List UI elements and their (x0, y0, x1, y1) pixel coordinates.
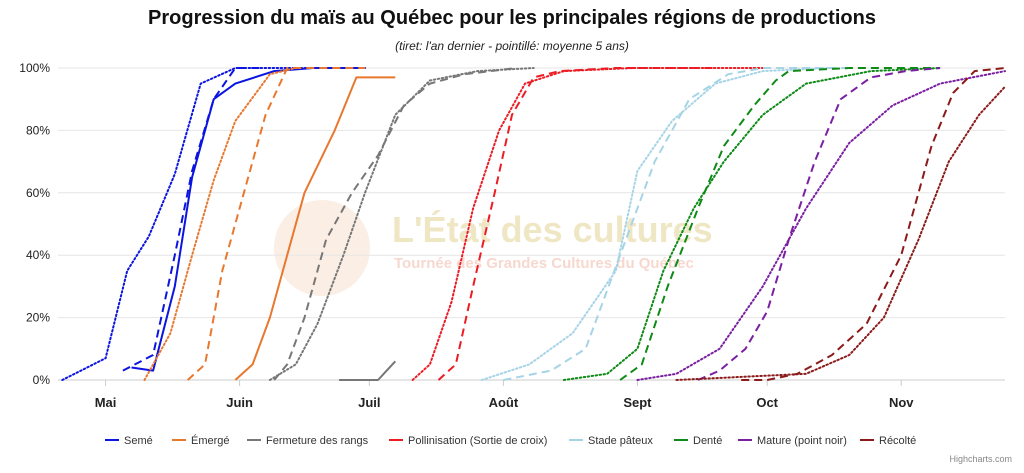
legend-item: Émergé (172, 434, 230, 447)
series-stade-p-teux (480, 67, 850, 381)
y-tick-label: 0% (33, 373, 51, 387)
series-sem- (61, 67, 366, 381)
series-line-dashed (437, 67, 720, 381)
legend-label: Denté (693, 435, 722, 447)
series-line-dashed (619, 67, 941, 381)
series-r-colt- (675, 67, 1006, 381)
x-tick-label: Juin (226, 395, 253, 410)
legend: Semé Émergé Fermeture des rangs Pollinisati… (105, 434, 916, 447)
legend-item: Fermeture des rangs (247, 435, 369, 447)
series-line-dotted (636, 70, 1006, 381)
legend-item: Mature (point noir) (738, 435, 847, 447)
y-axis: 0% 20% 40% 60% 80% 100% (19, 61, 50, 387)
legend-label: Semé (124, 435, 153, 447)
series-group (61, 67, 1006, 381)
series-line-dotted (480, 67, 829, 381)
y-tick-label: 40% (26, 248, 50, 262)
series-line-dashed (122, 67, 266, 372)
series-line-dashed (503, 67, 850, 381)
series-fermeture-des-rangs (268, 67, 535, 381)
x-tick-label: Nov (889, 395, 914, 410)
credits: Highcharts.com (949, 454, 1012, 464)
legend-item: Pollinisation (Sortie de croix) (389, 435, 547, 447)
series-line-dotted (61, 67, 366, 381)
legend-item: Denté (674, 435, 722, 447)
legend-label: Émergé (191, 434, 230, 447)
watermark-subtitle: Tournée des Grandes Cultures du Québec (394, 255, 694, 272)
series-line-dotted (143, 67, 297, 381)
series-line-dashed (697, 67, 941, 381)
watermark-logo (274, 200, 370, 296)
series-dent- (562, 67, 942, 381)
series-pollinisation-sortie-de-croix- (411, 67, 764, 381)
series-line-dotted (675, 85, 1006, 381)
series-line-solid (234, 76, 396, 381)
series-line-dashed (273, 67, 517, 381)
legend-item: Semé (105, 435, 153, 447)
x-tick-label: Juil (358, 395, 380, 410)
series-line-dotted (268, 67, 535, 381)
series-line-dashed (187, 67, 365, 381)
series-line-dotted (562, 67, 942, 381)
watermark-title: L'État des cultures (392, 209, 713, 250)
x-tick-label: Sept (623, 395, 652, 410)
y-tick-label: 20% (26, 311, 50, 325)
series-line-dashed (741, 67, 1006, 381)
grid (58, 67, 1005, 381)
series--merg- (143, 67, 396, 381)
x-axis: Mai Juin Juil Août Sept Oct Nov (95, 380, 914, 410)
x-tick-label: Oct (756, 395, 778, 410)
legend-label: Mature (point noir) (757, 435, 847, 447)
y-tick-label: 80% (26, 123, 50, 137)
chart-title: Progression du maïs au Québec pour les p… (148, 7, 876, 29)
series-line-solid (339, 360, 397, 381)
x-tick-label: Mai (95, 395, 117, 410)
x-tick-label: Août (489, 395, 519, 410)
legend-label: Fermeture des rangs (266, 435, 369, 447)
legend-item: Stade pâteux (569, 435, 653, 447)
legend-label: Stade pâteux (588, 435, 653, 447)
chart-subtitle: (tiret: l'an dernier - pointillé: moyenn… (395, 39, 629, 53)
legend-item: Récolté (860, 435, 916, 447)
series-mature-point-noir- (636, 67, 1006, 381)
y-tick-label: 60% (26, 186, 50, 200)
legend-label: Récolté (879, 435, 916, 447)
series-line-dotted (411, 67, 764, 381)
legend-label: Pollinisation (Sortie de croix) (408, 435, 547, 447)
series-line-solid (131, 67, 365, 372)
y-tick-label: 100% (19, 61, 50, 75)
